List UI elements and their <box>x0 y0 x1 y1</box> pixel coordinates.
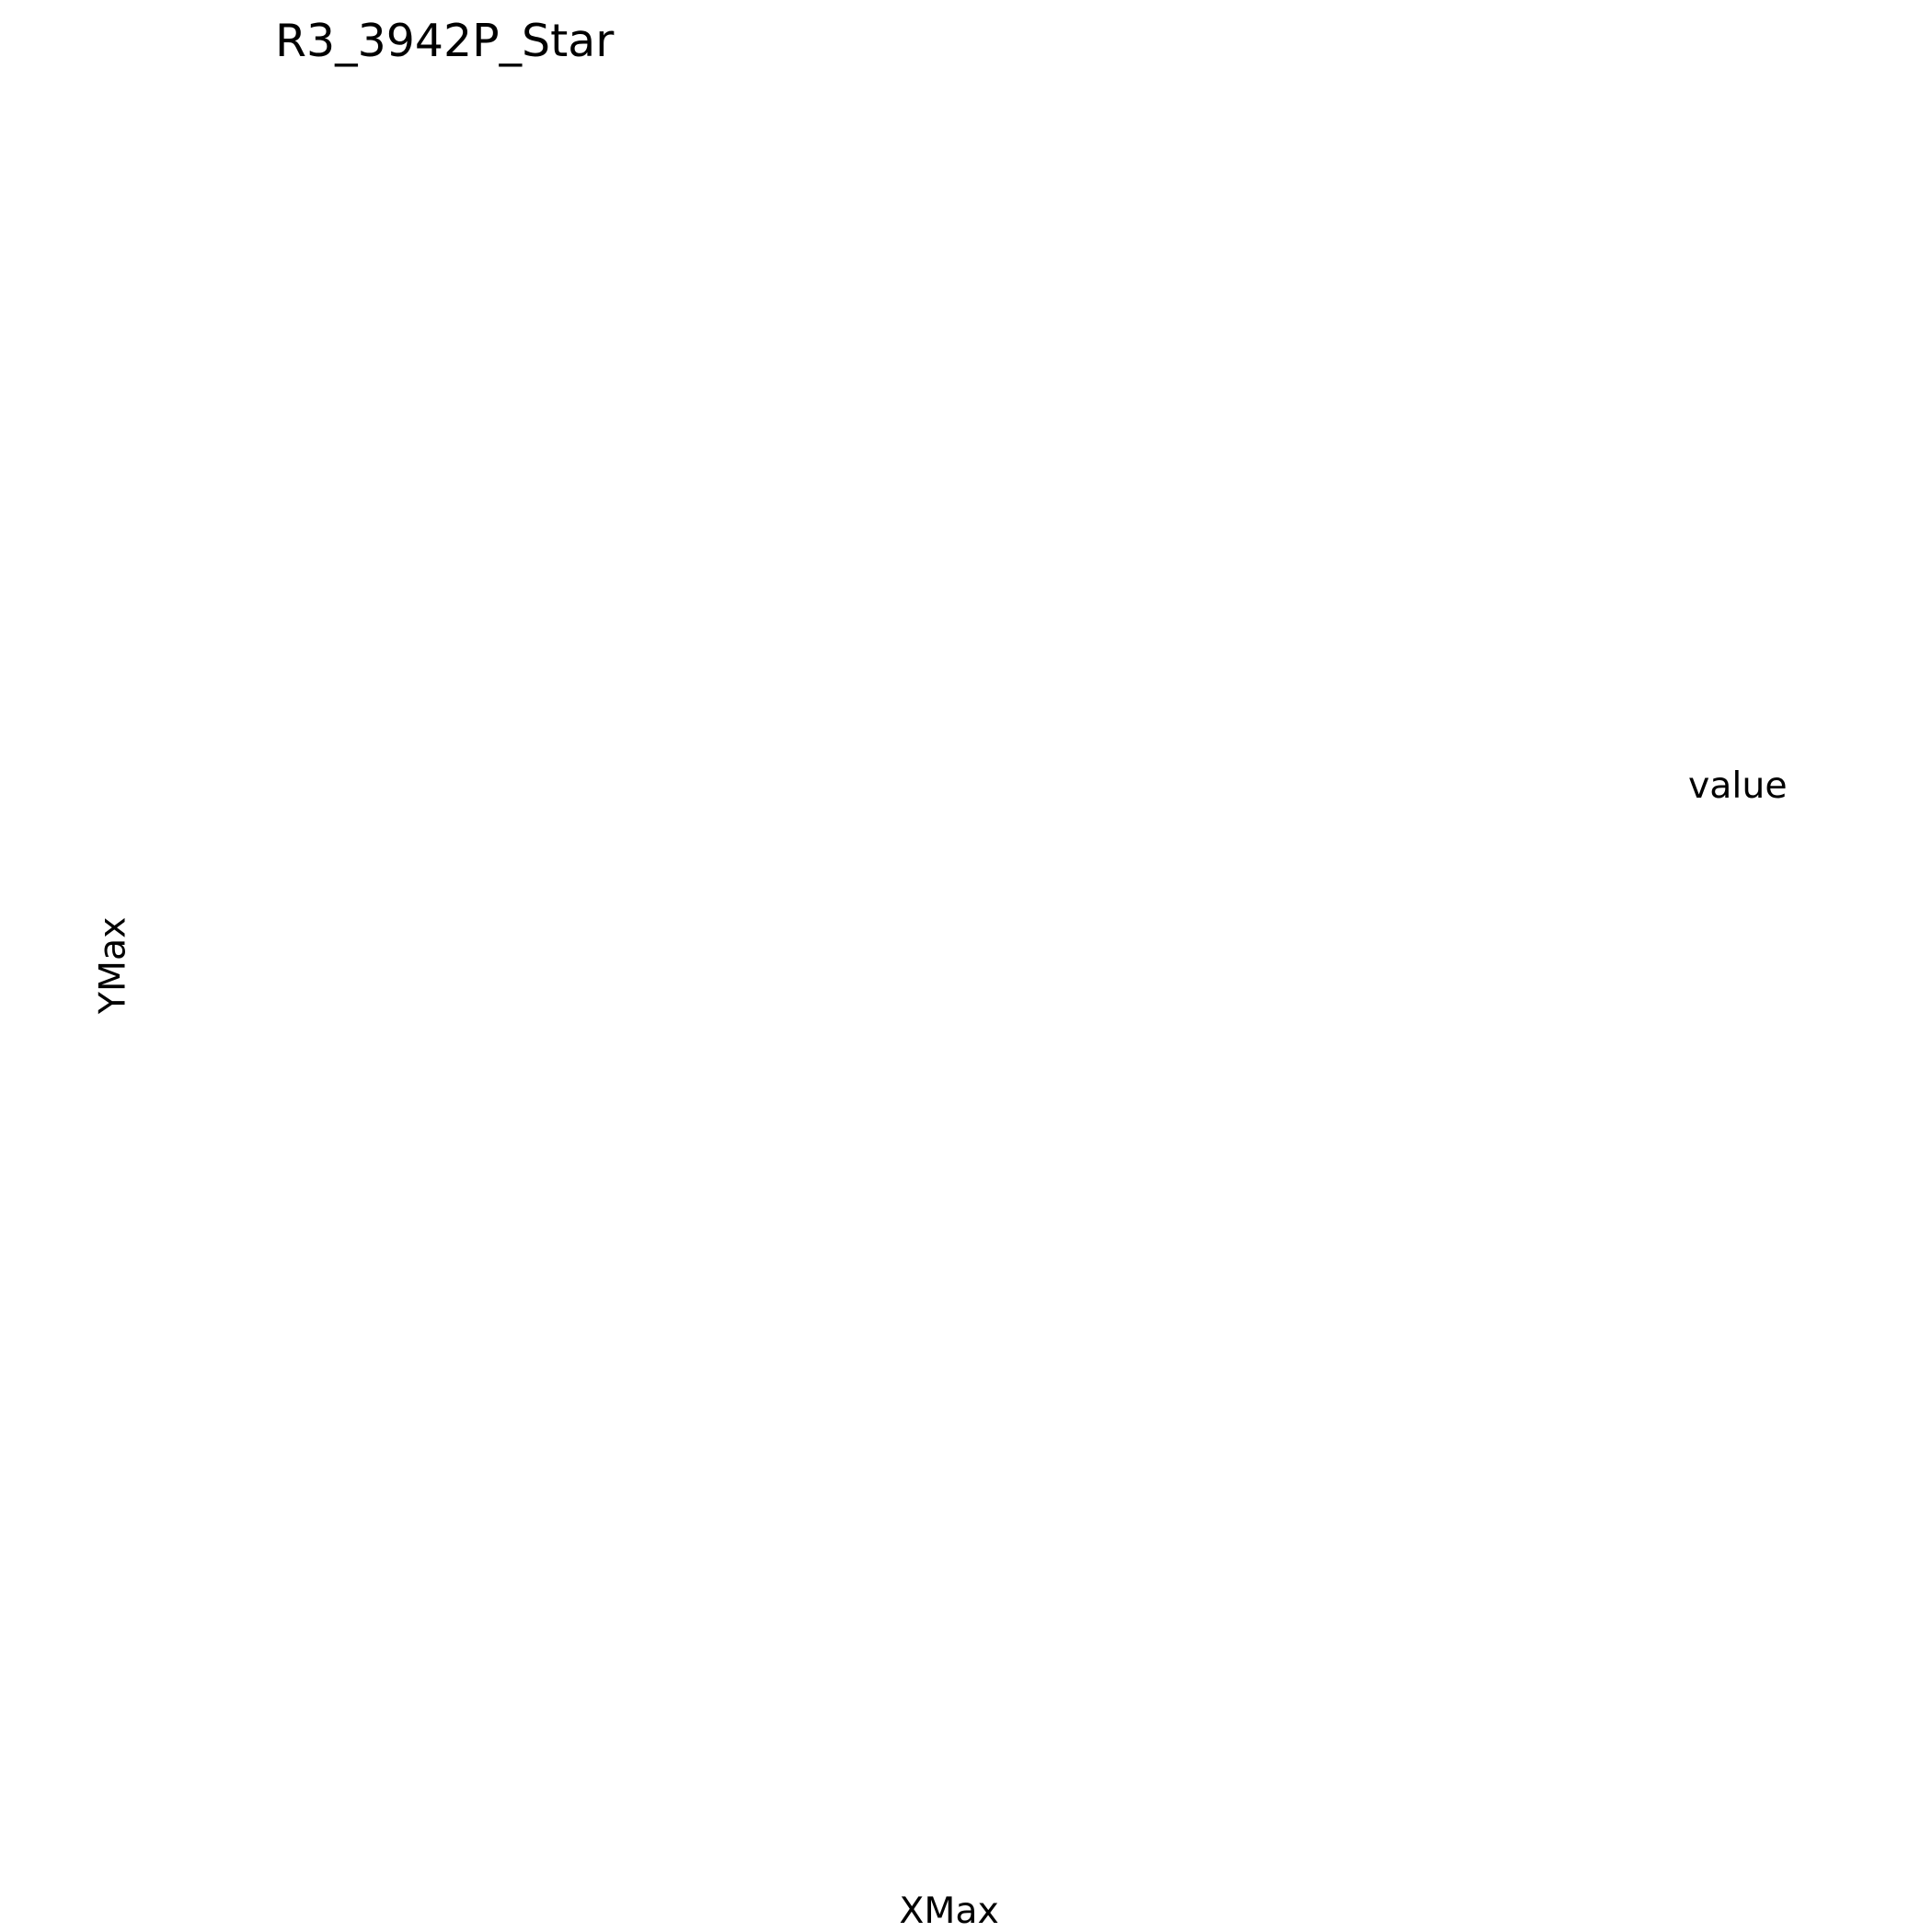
y-axis-title: YMax <box>92 917 134 1016</box>
x-axis-title: XMax <box>899 1890 998 1932</box>
chart-title: R3_3942P_Star <box>275 15 615 67</box>
legend-title: value <box>1688 765 1788 807</box>
